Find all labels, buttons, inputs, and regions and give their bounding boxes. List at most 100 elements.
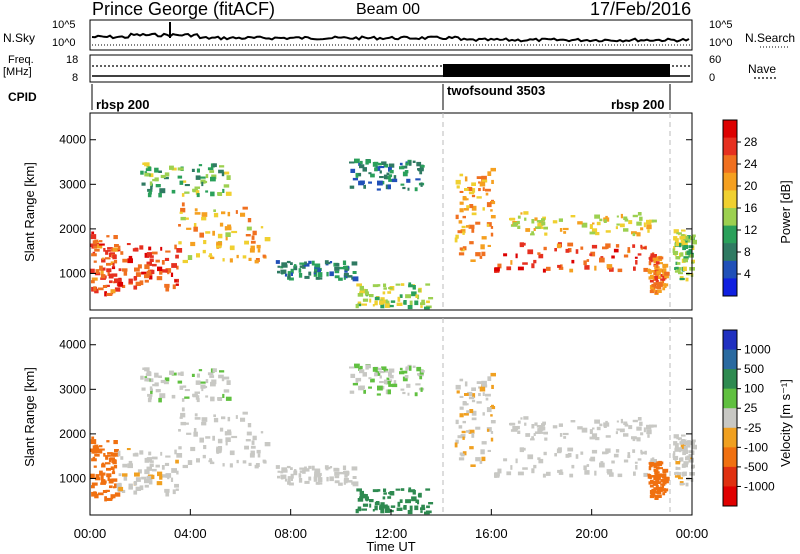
nave-block: [443, 64, 670, 77]
power-cell: [519, 242, 524, 248]
power-cell: [640, 227, 644, 231]
velocity-cell: [277, 470, 281, 473]
power-cell: [606, 264, 613, 268]
power-colorbar-tick-label: 4: [744, 267, 751, 281]
velocity-cell: [396, 507, 403, 511]
power-cell: [570, 215, 576, 218]
power-cell: [174, 244, 177, 250]
velocity-colorbar: 1000 500 100 25 -25 -100 -500 -1000: [722, 329, 775, 507]
velocity-cell: [194, 413, 198, 417]
power-cell: [357, 301, 362, 305]
power-cell: [479, 255, 483, 259]
velocity-cell: [462, 436, 465, 440]
velocity-cell: [172, 489, 176, 495]
power-cell: [112, 254, 117, 260]
velocity-cell: [156, 481, 163, 486]
power-cell: [462, 196, 466, 199]
velocity-cell: [287, 476, 291, 480]
velocity-cell: [326, 476, 329, 482]
nsearch-label: N.Search: [745, 31, 796, 45]
velocity-cell: [213, 414, 216, 417]
velocity-cell: [147, 397, 152, 403]
power-cell: [240, 212, 246, 217]
velocity-cell: [224, 431, 228, 436]
velocity-cell: [364, 494, 368, 498]
velocity-cell: [359, 493, 366, 499]
power-cell: [559, 228, 563, 232]
power-cell: [277, 270, 281, 274]
velocity-cell: [351, 466, 358, 471]
velocity-cell: [385, 370, 388, 373]
velocity-cell: [481, 441, 487, 445]
power-cell: [487, 171, 492, 176]
power-cell: [681, 229, 686, 232]
velocity-cell: [653, 491, 657, 494]
cpid-label: CPID: [8, 90, 37, 104]
velocity-cell: [543, 431, 548, 435]
power-cell: [417, 294, 420, 300]
velocity-cell: [308, 465, 312, 469]
power-cell: [613, 248, 619, 253]
velocity-cell: [624, 423, 629, 427]
power-cell: [148, 190, 152, 195]
power-cell: [205, 174, 209, 179]
power-cell: [107, 249, 111, 252]
velocity-cell: [673, 441, 678, 446]
power-cell: [109, 252, 115, 256]
power-cell: [100, 274, 106, 279]
power-cell: [209, 170, 215, 173]
power-cell: [196, 168, 200, 173]
velocity-cell: [280, 474, 287, 479]
power-cell: [683, 235, 689, 241]
velocity-colorbar-segment: [723, 369, 737, 390]
power-cell: [152, 263, 157, 267]
power-colorbar-tick-label: 28: [744, 135, 758, 149]
velocity-cell: [154, 372, 159, 378]
velocity-cell: [158, 375, 162, 378]
velocity-cell: [388, 379, 393, 383]
velocity-cell: [546, 471, 551, 476]
power-cell: [236, 254, 239, 259]
power-cell: [181, 202, 185, 207]
velocity-cell: [383, 488, 387, 492]
velocity-cell: [222, 463, 225, 467]
power-cell: [660, 278, 666, 281]
power-cell: [416, 161, 422, 167]
velocity-colorbar-segment: [723, 447, 737, 468]
velocity-cell: [650, 458, 654, 463]
power-cell: [409, 160, 412, 166]
power-cell: [385, 303, 391, 308]
velocity-cell: [458, 425, 463, 429]
power-cell: [482, 207, 485, 211]
power-cell: [280, 269, 287, 274]
velocity-cell: [308, 476, 312, 481]
velocity-cell: [227, 429, 232, 432]
velocity-cell: [144, 367, 150, 372]
power-cell: [676, 232, 682, 235]
velocity-cell: [369, 499, 374, 503]
velocity-colorbar-tick-label: -25: [744, 421, 762, 435]
power-cell: [171, 263, 177, 268]
power-cell: [513, 222, 518, 227]
velocity-cell: [679, 457, 682, 463]
power-cell: [632, 244, 636, 248]
x-tick-label: 00:00: [676, 526, 709, 541]
velocity-cell: [487, 428, 490, 432]
velocity-cell: [92, 445, 97, 450]
power-cell: [135, 272, 141, 277]
velocity-cell: [342, 465, 347, 470]
velocity-cell: [93, 450, 98, 454]
velocity-cell: [217, 438, 223, 444]
velocity-cell: [571, 464, 575, 469]
power-cell: [227, 211, 231, 217]
velocity-cell: [127, 463, 133, 469]
power-cell: [689, 254, 694, 258]
power-cell: [372, 284, 379, 288]
power-cell: [334, 270, 340, 274]
power-cell: [364, 291, 369, 296]
power-cell: [464, 176, 468, 182]
nave-tick-top: 60: [709, 54, 722, 66]
power-cell: [359, 160, 363, 165]
power-cell: [381, 161, 387, 165]
velocity-cell: [426, 505, 430, 509]
